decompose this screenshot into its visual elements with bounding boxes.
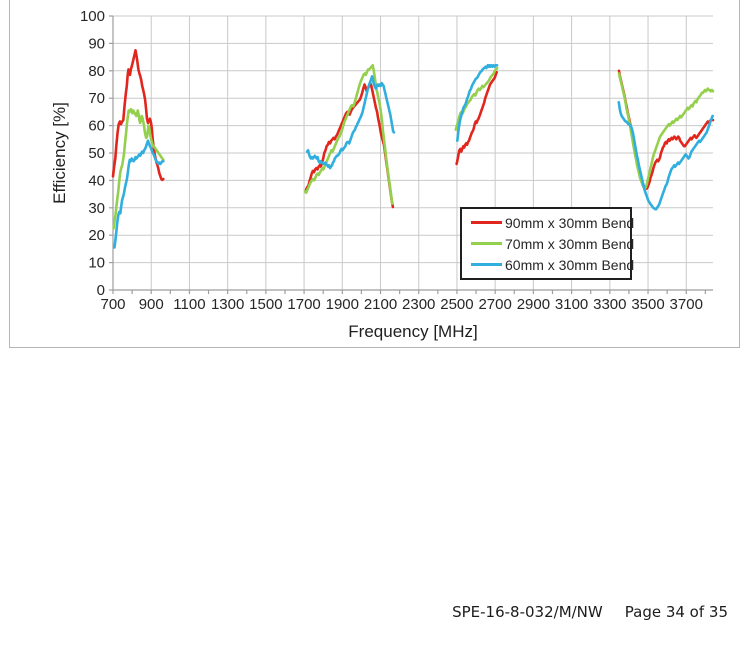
x-axis-tick-label: 700	[100, 296, 125, 313]
legend-item-60mm: 60mm x 30mm Bend	[471, 257, 634, 273]
y-axis-tick-label: 100	[80, 8, 105, 25]
chart-legend: 90mm x 30mm Bend 70mm x 30mm Bend 60mm x…	[460, 207, 634, 280]
legend-item-70mm: 70mm x 30mm Bend	[471, 236, 634, 252]
series-line-60mm	[113, 139, 165, 249]
x-axis-tick-label: 1100	[173, 296, 205, 313]
series-line-60mm	[305, 75, 396, 170]
x-axis-tick-label: 3100	[555, 296, 588, 313]
x-axis-title: Frequency [MHz]	[348, 322, 478, 341]
series-line-60mm	[455, 64, 499, 142]
y-axis-tick-label: 70	[88, 90, 105, 107]
x-axis-tick-label: 3500	[631, 296, 664, 313]
series-line-70mm	[617, 72, 715, 190]
y-axis-title: Efficiency [%]	[50, 102, 69, 204]
legend-item-90mm: 90mm x 30mm Bend	[471, 215, 634, 231]
x-axis-tick-label: 1300	[211, 296, 244, 313]
series-line-90mm	[304, 81, 395, 209]
x-axis-tick-label: 3700	[670, 296, 703, 313]
efficiency-chart: 0 10 20 30 40 50 60 70 80 90 100 700 900 1100 1300 1500…	[80, 8, 715, 313]
x-axis-tick-label: 2900	[517, 296, 550, 313]
legend-swatch-blue-line	[471, 263, 502, 266]
series-line-70mm	[112, 107, 165, 230]
x-axis-tick-label: 1700	[287, 296, 320, 313]
x-axis-tick-label: 1500	[249, 296, 282, 313]
series-line-60mm	[617, 101, 714, 211]
document-reference: SPE-16-8-032/M/NW	[452, 603, 603, 621]
y-axis-tick-label: 0	[97, 282, 105, 299]
y-axis-tick-label: 40	[88, 172, 105, 189]
series-line-90mm	[455, 70, 499, 166]
page-footer: SPE-16-8-032/M/NW Page 34 of 35	[452, 603, 728, 621]
x-axis-tick-label: 2700	[478, 296, 511, 313]
legend-label: 90mm x 30mm Bend	[505, 214, 635, 231]
page-number: Page 34 of 35	[624, 603, 728, 621]
legend-swatch-red-line	[471, 221, 502, 224]
y-axis-tick-label: 20	[88, 227, 105, 244]
legend-label: 60mm x 30mm Bend	[505, 256, 635, 273]
x-axis-tick-label: 900	[139, 296, 164, 313]
x-axis-tick-label: 2500	[440, 296, 473, 313]
y-axis-tick-label: 80	[88, 63, 105, 80]
x-axis-tick-label: 2300	[402, 296, 435, 313]
series-line-70mm	[303, 64, 394, 205]
legend-label: 70mm x 30mm Bend	[505, 235, 635, 252]
y-axis-tick-label: 50	[88, 145, 105, 162]
x-axis-tick-label: 2100	[364, 296, 397, 313]
y-axis-tick-label: 60	[88, 118, 105, 135]
x-axis-tick-label: 1900	[326, 296, 359, 313]
y-axis-tick-label: 10	[88, 255, 105, 272]
x-axis-tick-label: 3300	[593, 296, 626, 313]
y-axis-tick-label: 90	[88, 35, 105, 52]
legend-swatch-green-line	[471, 242, 502, 245]
y-axis-tick-label: 30	[88, 200, 105, 217]
